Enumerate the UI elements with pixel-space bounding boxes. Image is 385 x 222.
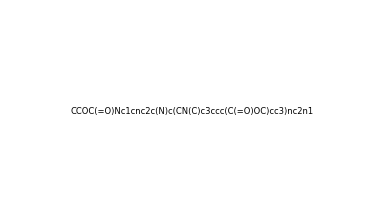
Text: CCOC(=O)Nc1cnc2c(N)c(CN(C)c3ccc(C(=O)OC)cc3)nc2n1: CCOC(=O)Nc1cnc2c(N)c(CN(C)c3ccc(C(=O)OC)… bbox=[71, 107, 314, 115]
